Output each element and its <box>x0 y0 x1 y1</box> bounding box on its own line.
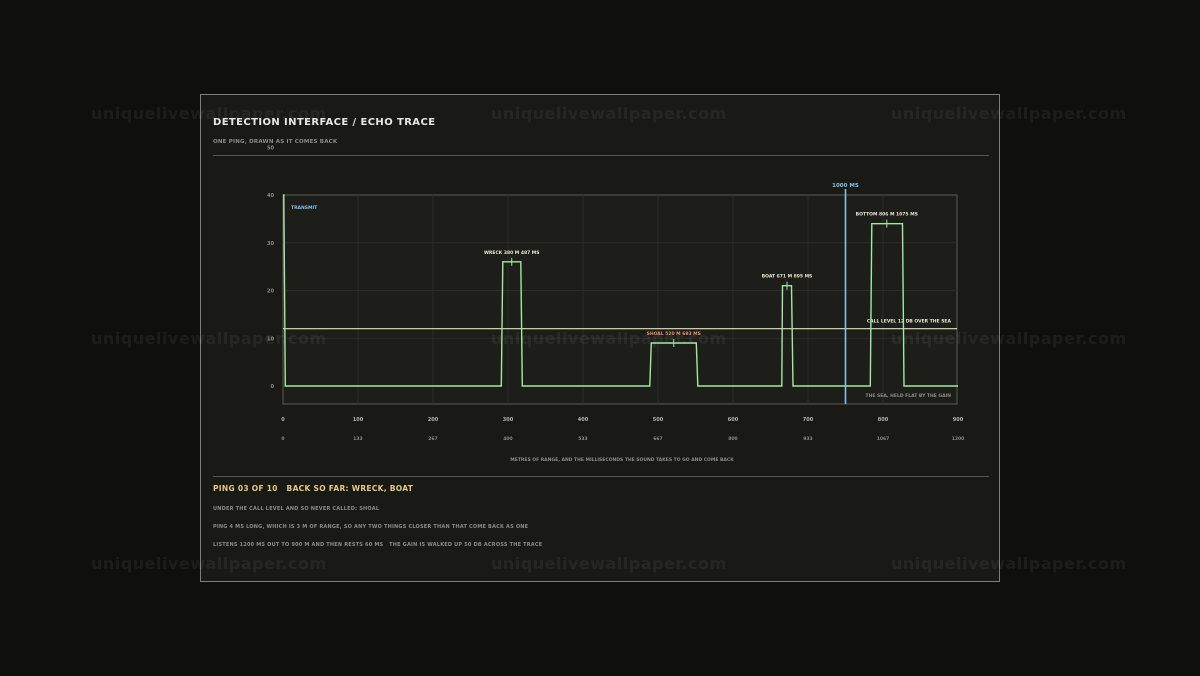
y-tick-label: 10 <box>267 336 274 342</box>
x-tick-label-ms: 933 <box>803 436 812 442</box>
y-tick-label: 20 <box>267 289 274 295</box>
annotation-label: BOAT 671 M 895 MS <box>762 274 813 280</box>
x-tick-label-ms: 1200 <box>952 436 965 442</box>
call-level-label: CALL LEVEL 12 DB OVER THE SEA <box>867 319 952 325</box>
x-tick-label-ms: 400 <box>503 436 512 442</box>
x-tick-label-ms: 800 <box>728 436 737 442</box>
echo-trace-panel: DETECTION INTERFACE / ECHO TRACE ONE PIN… <box>200 94 1000 582</box>
y-tick-label: 0 <box>271 384 275 390</box>
y-tick-label: 40 <box>267 193 274 199</box>
x-tick-label-metres: 100 <box>353 417 364 423</box>
x-axis-label: METRES OF RANGE, AND THE MILLISECONDS TH… <box>510 457 734 463</box>
annotation-label: WRECK 380 M 487 MS <box>484 250 540 256</box>
x-tick-label-ms: 0 <box>281 436 284 442</box>
status-divider <box>213 476 989 477</box>
status-line-1: UNDER THE CALL LEVEL AND SO NEVER CALLED… <box>213 506 380 512</box>
status-line-2: PING 4 MS LONG, WHICH IS 3 M OF RANGE, S… <box>213 524 529 530</box>
annotation-label: SHOAL 520 M 693 MS <box>647 331 701 337</box>
status-line-3: LISTENS 1200 MS OUT TO 900 M AND THEN RE… <box>213 542 543 548</box>
page-title: DETECTION INTERFACE / ECHO TRACE <box>213 117 436 128</box>
header-divider <box>213 155 989 156</box>
annotation-label: BOTTOM 806 M 1075 MS <box>856 212 918 218</box>
y-tick-label: 30 <box>267 241 274 247</box>
floor-note-label: THE SEA, HELD FLAT BY THE GAIN <box>866 393 952 399</box>
x-tick-label-metres: 800 <box>878 417 889 423</box>
x-tick-label-metres: 300 <box>503 417 514 423</box>
plot-frame <box>282 194 958 405</box>
echo-trace-chart: 0010013320026730040040053350066760080070… <box>267 145 965 463</box>
x-tick-label-metres: 500 <box>653 417 664 423</box>
annotation-label: TRANSMIT <box>291 205 318 211</box>
page-subtitle: ONE PING, DRAWN AS IT COMES BACK <box>213 139 338 145</box>
x-tick-label-metres: 700 <box>803 417 814 423</box>
x-tick-label-ms: 667 <box>653 436 662 442</box>
x-tick-label-ms: 533 <box>578 436 587 442</box>
x-tick-label-metres: 900 <box>953 417 964 423</box>
time-marker-label: 1000 MS <box>832 183 859 189</box>
x-tick-label-ms: 1067 <box>877 436 890 442</box>
x-tick-label-metres: 200 <box>428 417 439 423</box>
echo-trace-line <box>283 194 958 387</box>
x-tick-label-ms: 133 <box>353 436 362 442</box>
y-tick-label: 50 <box>267 145 274 151</box>
ping-status-heading: PING 03 OF 10 BACK SO FAR: WRECK, BOAT <box>213 484 414 493</box>
x-tick-label-metres: 600 <box>728 417 739 423</box>
x-tick-label-ms: 267 <box>428 436 437 442</box>
x-tick-label-metres: 400 <box>578 417 589 423</box>
x-tick-label-metres: 0 <box>281 417 285 423</box>
